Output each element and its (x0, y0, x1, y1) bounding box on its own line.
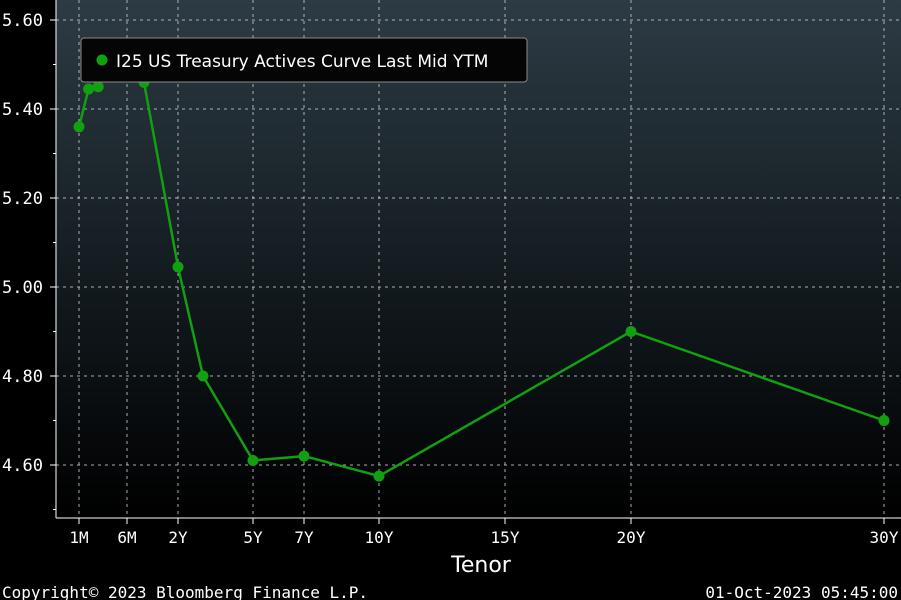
data-point-2m (83, 83, 95, 95)
grid-lines (56, 0, 901, 518)
x-tick-label: 2Y (168, 528, 188, 547)
x-tick-label: 20Y (617, 528, 646, 547)
y-tick-label: 5.40 (2, 100, 43, 120)
copyright-text: Copyright© 2023 Bloomberg Finance L.P. (2, 583, 368, 600)
legend: I25 US Treasury Actives Curve Last Mid Y… (80, 37, 528, 83)
data-point-1m (73, 121, 85, 133)
data-point-7y (298, 450, 310, 462)
x-axis-label: Tenor (450, 553, 512, 578)
timestamp-text: 01-Oct-2023 05:45:00 (705, 583, 898, 600)
legend-marker (96, 54, 108, 66)
data-point-10y (373, 470, 385, 482)
data-point-3m (92, 81, 104, 93)
data-point-30y (878, 415, 890, 426)
legend-series-name: I25 US Treasury Actives Curve Last Mid Y… (116, 52, 488, 72)
x-tick-label: 10Y (365, 528, 394, 547)
data-point-2y (172, 261, 184, 273)
y-tick-label: 4.60 (2, 456, 43, 476)
x-tick-label: 1M (69, 528, 88, 547)
axes (55, 0, 901, 519)
x-tick-label: 6M (117, 528, 136, 547)
x-tick-label: 15Y (491, 528, 520, 547)
plot-background (56, 0, 901, 518)
y-tick-labels: 4.60 4.80 5.00 5.20 5.40 5.60 (2, 11, 56, 510)
data-point-3y (197, 370, 209, 382)
x-tick-label: 7Y (294, 528, 314, 547)
y-tick-label: 5.20 (2, 189, 43, 209)
x-tick-label: 30Y (870, 528, 899, 547)
x-tick-label: 5Y (243, 528, 263, 547)
y-tick-label: 5.60 (2, 11, 43, 31)
x-tick-labels: 1M 6M 2Y 5Y 7Y 10Y 15Y 20Y 30Y (69, 518, 899, 547)
data-point-20y (625, 326, 637, 337)
data-point-5y (247, 455, 259, 466)
y-tick-label: 5.00 (2, 278, 43, 298)
legend-box (80, 37, 528, 83)
y-tick-label: 4.80 (2, 367, 43, 387)
